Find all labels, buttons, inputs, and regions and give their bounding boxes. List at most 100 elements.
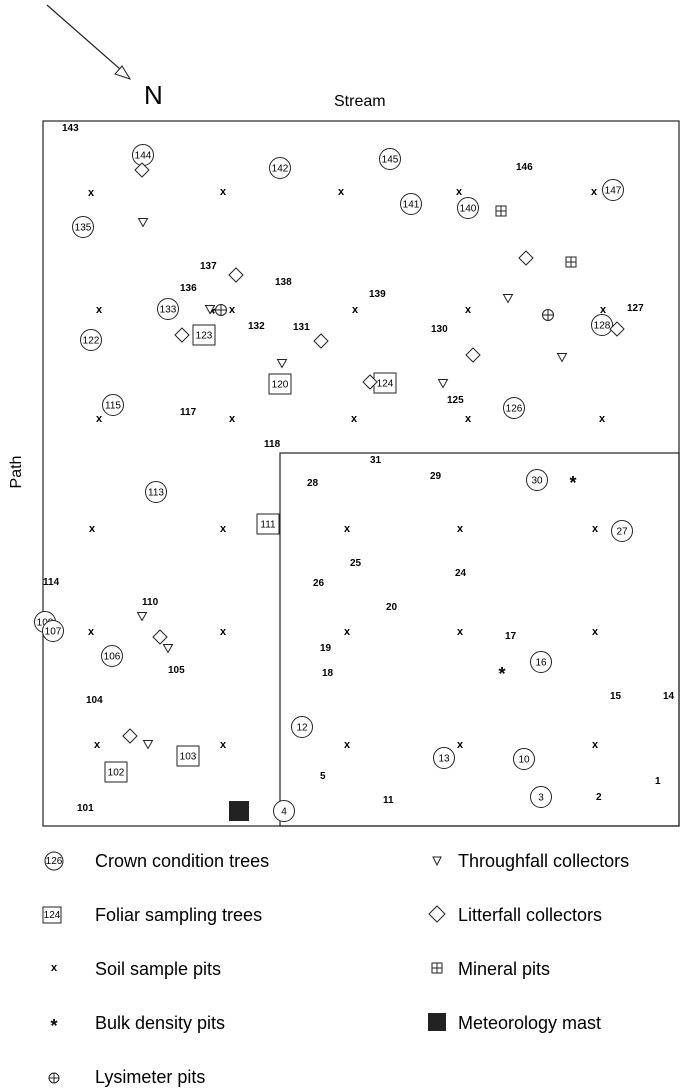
crown-tree: 142 bbox=[269, 157, 291, 179]
litterfall-icon bbox=[428, 905, 446, 923]
plot-number: 104 bbox=[86, 695, 103, 706]
plot-number: 2 bbox=[596, 792, 602, 803]
throughfall-marker bbox=[437, 379, 449, 389]
foliar-tree: 120 bbox=[268, 373, 292, 395]
soil-pit-marker: x bbox=[351, 413, 358, 425]
plot-number: 101 bbox=[77, 803, 94, 814]
north-label: N bbox=[144, 80, 163, 110]
legend-label: Mineral pits bbox=[458, 959, 550, 979]
north-arrow bbox=[46, 4, 132, 80]
svg-text:108: 108 bbox=[37, 618, 54, 629]
crown-tree: 147 bbox=[602, 179, 624, 201]
plot-number: 25 bbox=[350, 558, 362, 569]
soil-pit-marker: x bbox=[94, 739, 101, 751]
soil-pit-marker: x bbox=[592, 626, 599, 638]
crown-icon bbox=[44, 851, 64, 871]
foliar-tree: 124 bbox=[373, 372, 397, 394]
plot-number: 105 bbox=[168, 665, 185, 676]
litterfall-marker bbox=[122, 728, 138, 744]
crown-tree: 122 bbox=[80, 329, 102, 351]
soil-pit-marker: x bbox=[96, 413, 103, 425]
svg-text:135: 135 bbox=[75, 223, 92, 234]
plot-number: 118 bbox=[264, 439, 281, 450]
plot-number: 19 bbox=[320, 643, 332, 654]
legend: 126 Crown condition trees 124 Foliar sam… bbox=[42, 851, 629, 1087]
crown-tree: 12 bbox=[291, 716, 313, 738]
throughfall-marker bbox=[276, 359, 288, 369]
legend-label: Litterfall collectors bbox=[458, 905, 602, 925]
legend-item-lysimeter: Lysimeter pits bbox=[48, 1067, 205, 1087]
soil-pit-marker: x bbox=[465, 413, 472, 425]
plot-number: 26 bbox=[313, 578, 325, 589]
throughfall-marker bbox=[502, 294, 514, 304]
plot-number: 31 bbox=[370, 455, 382, 466]
crown-tree: 106 bbox=[101, 645, 123, 667]
crown-tree: 141 bbox=[400, 193, 422, 215]
soil-pit-icon: x bbox=[51, 962, 58, 974]
crown-tree: 145 bbox=[379, 148, 401, 170]
svg-text:141: 141 bbox=[403, 200, 420, 211]
meteorology-mast-icon bbox=[428, 1013, 446, 1031]
soil-pit-marker: x bbox=[89, 523, 96, 535]
crown-tree: 30 bbox=[526, 469, 548, 491]
soil-pit-marker: x bbox=[220, 186, 227, 198]
plot-number: 17 bbox=[505, 631, 517, 642]
svg-text:126: 126 bbox=[506, 404, 523, 415]
soil-pit-marker: x bbox=[457, 739, 464, 751]
soil-pit-marker: x bbox=[591, 186, 598, 198]
legend-item-mast: Meteorology mast bbox=[428, 1013, 601, 1033]
litterfall-marker bbox=[134, 162, 150, 178]
plot-number: 20 bbox=[386, 602, 398, 613]
svg-text:16: 16 bbox=[535, 658, 547, 669]
plot-number: 136 bbox=[180, 283, 197, 294]
legend-item-litterfall: Litterfall collectors bbox=[428, 905, 602, 925]
plot-number: 14 bbox=[663, 691, 675, 702]
svg-text:111: 111 bbox=[260, 520, 276, 531]
stream-label: Stream bbox=[334, 93, 386, 110]
legend-label: Throughfall collectors bbox=[458, 851, 629, 871]
plot-number: 114 bbox=[43, 577, 60, 588]
crown-tree: 126 bbox=[503, 397, 525, 419]
soil-pit-marker: x bbox=[592, 739, 599, 751]
svg-text:107: 107 bbox=[45, 627, 62, 638]
legend-label: Lysimeter pits bbox=[95, 1067, 205, 1087]
mineral-pit-marker bbox=[565, 256, 577, 268]
crown-tree: 133 bbox=[157, 298, 179, 320]
svg-text:106: 106 bbox=[104, 652, 121, 663]
legend-label: Bulk density pits bbox=[95, 1013, 225, 1033]
legend-label: Foliar sampling trees bbox=[95, 905, 262, 925]
plot-number: 138 bbox=[275, 277, 292, 288]
plot-number: 1 bbox=[655, 776, 661, 787]
lysimeter-pits bbox=[215, 304, 554, 321]
svg-text:13: 13 bbox=[438, 754, 450, 765]
throughfall-marker bbox=[137, 218, 149, 228]
svg-text:144: 144 bbox=[135, 151, 152, 162]
plot-number: 132 bbox=[248, 321, 265, 332]
plot-number: 130 bbox=[431, 324, 448, 335]
plot-number: 131 bbox=[293, 322, 310, 333]
svg-text:120: 120 bbox=[272, 380, 289, 391]
svg-text:113: 113 bbox=[148, 488, 164, 499]
crown-tree: 115 bbox=[102, 394, 124, 416]
soil-pit-marker: x bbox=[88, 187, 95, 199]
plot-number: 125 bbox=[447, 395, 464, 406]
svg-text:142: 142 bbox=[272, 164, 289, 175]
litterfall-marker bbox=[518, 250, 534, 266]
mineral-pit-marker bbox=[495, 205, 507, 217]
outer-plot-boundary bbox=[42, 120, 680, 827]
svg-text:140: 140 bbox=[460, 204, 477, 215]
soil-pit-marker: x bbox=[220, 523, 227, 535]
plot-number: 15 bbox=[610, 691, 622, 702]
crown-tree: 135 bbox=[72, 216, 94, 238]
legend-item-crown: 126 Crown condition trees bbox=[44, 851, 269, 871]
foliar-tree: 123 bbox=[192, 324, 216, 346]
crown-tree: 144 bbox=[132, 144, 154, 166]
svg-text:124: 124 bbox=[377, 379, 394, 390]
throughfall-icon bbox=[432, 856, 442, 867]
soil-pit-marker: x bbox=[338, 186, 345, 198]
svg-text:133: 133 bbox=[160, 305, 177, 316]
crown-tree: 3 bbox=[530, 786, 552, 808]
